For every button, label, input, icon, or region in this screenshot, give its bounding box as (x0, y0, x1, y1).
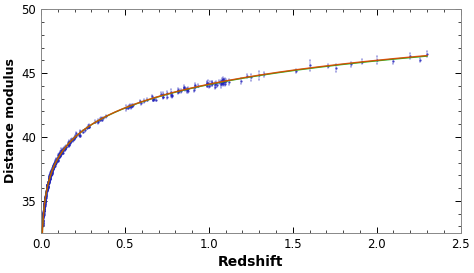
Y-axis label: Distance modulus: Distance modulus (4, 58, 17, 183)
X-axis label: Redshift: Redshift (218, 255, 283, 269)
